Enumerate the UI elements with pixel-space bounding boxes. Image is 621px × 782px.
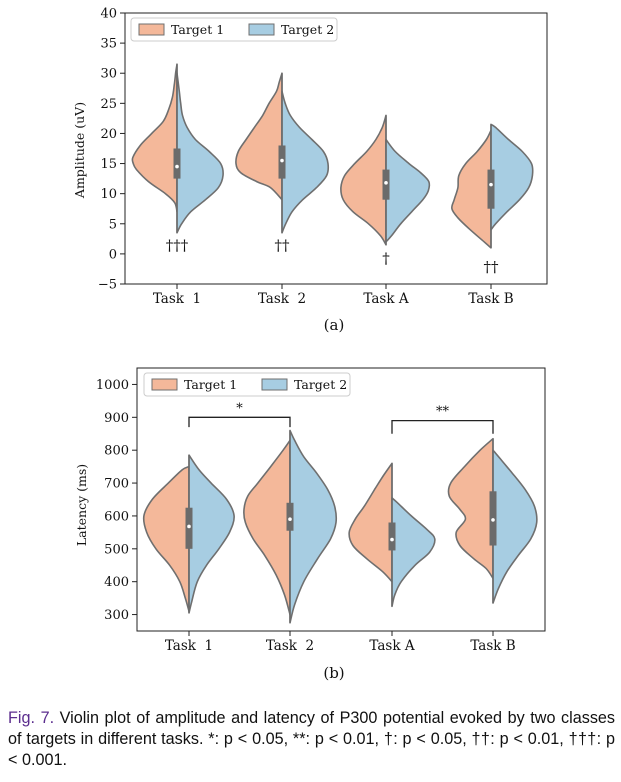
median-dot-task-b bbox=[489, 182, 493, 187]
y-tick-label: −5 bbox=[98, 278, 117, 293]
y-tick-label: 1000 bbox=[96, 378, 129, 393]
legend-box bbox=[143, 372, 351, 397]
significance-bracket-task-1-task-2 bbox=[188, 416, 291, 428]
y-tick-label: 35 bbox=[100, 37, 117, 52]
significance-marker-task-2: †† bbox=[275, 236, 291, 254]
legend-box bbox=[130, 17, 338, 42]
y-axis-label: Amplitude (uV) bbox=[72, 102, 87, 199]
x-tick-label: Task A bbox=[363, 291, 408, 307]
panel-b: 300 400 500 600 700 800 900 1000 Task 1 Task 2 Tas… bbox=[74, 367, 546, 682]
panel-label: (b) bbox=[323, 664, 344, 682]
y-tick-label: 500 bbox=[104, 542, 129, 557]
legend: Target 1 Target 2 bbox=[130, 17, 338, 42]
y-tick-label: 30 bbox=[100, 67, 117, 82]
median-dot-task-1 bbox=[175, 164, 179, 169]
y-axis-label: Latency (ms) bbox=[74, 464, 89, 546]
y-tick-label: 600 bbox=[104, 509, 129, 524]
y-tick-label: 300 bbox=[104, 608, 129, 623]
significance-stars: ** bbox=[436, 405, 450, 420]
significance-marker-task-a: † bbox=[382, 250, 390, 268]
violin-target-2-task-a bbox=[391, 497, 436, 608]
violin-target-2-task-b bbox=[492, 449, 538, 604]
x-tick-label: Task 2 bbox=[266, 638, 314, 654]
x-tick-label: Task A bbox=[369, 638, 414, 654]
x-tick-label: Task 1 bbox=[153, 291, 201, 307]
legend: Target 1 Target 2 bbox=[143, 372, 351, 397]
y-tick-label: 25 bbox=[100, 97, 117, 112]
violin-target-1-task-b bbox=[447, 437, 494, 580]
legend-swatch-target-2 bbox=[261, 378, 288, 391]
y-tick-label: 10 bbox=[100, 187, 117, 202]
y-tick-label: 700 bbox=[104, 477, 129, 492]
legend-label-target-2: Target 2 bbox=[281, 22, 334, 37]
legend-label-target-2: Target 2 bbox=[294, 377, 347, 392]
figure-caption: Fig. 7. Violin plot of amplitude and lat… bbox=[8, 708, 615, 771]
y-tick-label: 400 bbox=[104, 575, 129, 590]
y-tick-label: 800 bbox=[104, 444, 129, 459]
legend-swatch-target-1 bbox=[138, 23, 165, 36]
y-tick-label: 40 bbox=[100, 7, 117, 22]
violin-target-1-task-1 bbox=[131, 63, 178, 213]
box-task-1 bbox=[173, 148, 181, 179]
violin-target-2-task-2 bbox=[289, 429, 338, 624]
y-tick-label: 20 bbox=[100, 127, 117, 142]
y-tick-label: 0 bbox=[109, 247, 117, 262]
violin-target-2-task-1 bbox=[188, 454, 235, 614]
violin-target-1-task-2 bbox=[243, 439, 291, 616]
median-dot-task-2 bbox=[280, 158, 284, 163]
plot-frame bbox=[136, 367, 546, 632]
violin-target-2-task-a bbox=[385, 138, 431, 243]
box-task-b bbox=[487, 169, 495, 209]
panel-label: (a) bbox=[324, 316, 345, 334]
significance-marker-task-1: ††† bbox=[166, 236, 189, 254]
violin-target-1-task-a bbox=[348, 462, 393, 583]
plot-frame bbox=[124, 12, 548, 285]
box-task-2 bbox=[286, 502, 294, 531]
legend-label-target-1: Target 1 bbox=[171, 22, 224, 37]
violin-target-2-task-2 bbox=[281, 90, 330, 234]
violin-target-1-task-1 bbox=[142, 465, 190, 613]
y-tick-label: 900 bbox=[104, 411, 129, 426]
violin-target-1-task-2 bbox=[235, 72, 283, 201]
median-dot-task-a bbox=[384, 181, 388, 185]
box-task-1 bbox=[185, 507, 193, 549]
x-tick-label: Task 1 bbox=[165, 638, 213, 654]
median-dot-task-b bbox=[491, 518, 495, 522]
median-dot-task-2 bbox=[288, 517, 292, 522]
x-tick-label: Task B bbox=[468, 291, 513, 307]
violin-target-2-task-1 bbox=[176, 72, 224, 234]
figure-label: Fig. 7. bbox=[8, 709, 55, 727]
legend-swatch-target-1 bbox=[151, 378, 178, 391]
y-tick-label: 5 bbox=[109, 217, 117, 232]
legend-label-target-1: Target 1 bbox=[184, 377, 237, 392]
significance-bracket-task-a-task-b bbox=[391, 419, 494, 434]
x-tick-label: Task B bbox=[470, 638, 515, 654]
significance-marker-task-b: †† bbox=[484, 258, 500, 276]
median-dot-task-a bbox=[390, 537, 394, 542]
violin-target-2-task-b bbox=[490, 123, 534, 231]
violin-target-1-task-b bbox=[450, 129, 492, 249]
x-tick-label: Task 2 bbox=[258, 291, 306, 307]
panel-a: −5 0 5 10 15 20 25 30 35 40 Task 1 Task 2 Task A Task… bbox=[72, 7, 548, 334]
violin-target-1-task-a bbox=[340, 114, 387, 246]
median-dot-task-1 bbox=[187, 524, 191, 529]
box-task-a bbox=[382, 169, 390, 200]
legend-swatch-target-2 bbox=[248, 23, 275, 36]
significance-stars: * bbox=[236, 401, 243, 416]
y-tick-label: 15 bbox=[100, 157, 117, 172]
box-task-a bbox=[388, 522, 396, 551]
caption-text: Violin plot of amplitude and latency of … bbox=[8, 709, 616, 769]
